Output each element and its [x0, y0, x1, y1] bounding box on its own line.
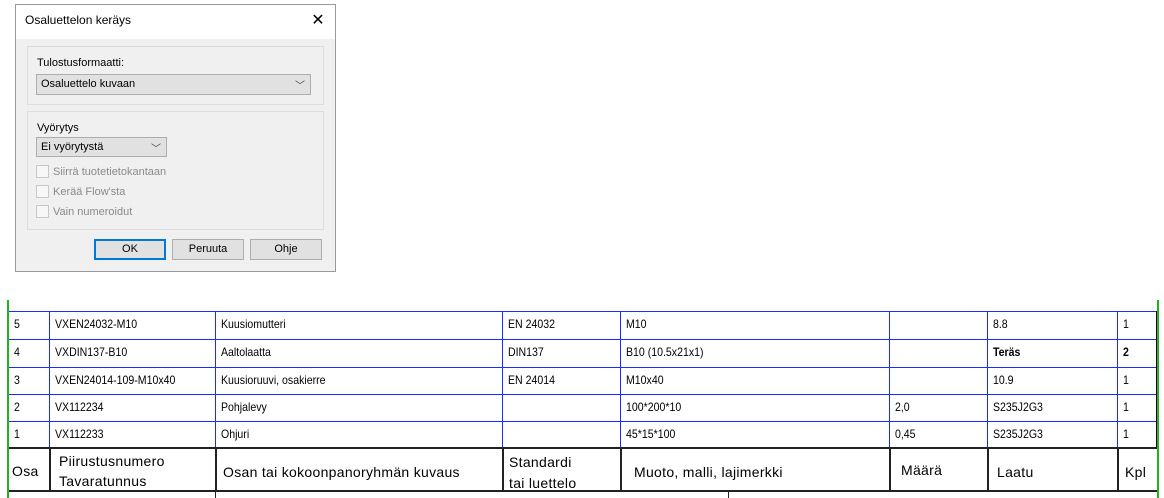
output-format-select[interactable]: Osaluettelo kuvaan ﹀	[36, 74, 311, 95]
cell-kuvaus: Kuusiomutteri	[221, 317, 286, 331]
header-tunnus-1: Piirustusnumero	[59, 453, 165, 469]
header-line	[502, 447, 504, 492]
cell-laatu: 8.8	[993, 317, 1008, 331]
cell-tunnus: VXEN24014-109-M10x40	[55, 373, 176, 387]
cell-tunnus: VX112234	[55, 400, 104, 414]
header-line	[1117, 447, 1119, 492]
frame-line-left	[7, 300, 9, 498]
cell-muoto: B10 (10.5x21x1)	[626, 345, 704, 359]
grid-line	[1156, 311, 1157, 447]
checkbox-only-numbered[interactable]: Vain numeroidut	[36, 205, 132, 218]
grid-line	[1117, 311, 1118, 447]
cell-osa: 3	[14, 373, 20, 387]
header-line	[49, 447, 51, 492]
cell-muoto: 100*200*10	[626, 400, 682, 414]
frame-line-right	[1157, 300, 1159, 498]
dialog-titlebar: Osaluettelon keräys ✕	[16, 5, 335, 39]
cell-tunnus: VXEN24032-M10	[55, 317, 138, 331]
header-standardi-2: tai luettelo	[509, 475, 577, 491]
grid-line	[215, 311, 216, 447]
cell-osa: 1	[14, 427, 20, 441]
cell-laatu: S235J2G3	[993, 400, 1043, 414]
grid-line	[889, 311, 890, 447]
checkbox-label: Kerää Flow'sta	[53, 185, 126, 198]
checkbox-box[interactable]	[36, 165, 49, 178]
chevron-down-icon: ﹀	[151, 144, 161, 155]
rollup-group	[27, 111, 324, 230]
checkbox-box[interactable]	[36, 205, 49, 218]
header-tunnus-2: Tavaratunnus	[59, 473, 147, 489]
cell-standardi: DIN137	[508, 345, 544, 359]
header-line	[889, 447, 891, 492]
cancel-button[interactable]: Peruuta	[172, 239, 244, 260]
checkbox-collect-flow[interactable]: Kerää Flow'sta	[36, 185, 125, 198]
grid-line	[9, 311, 1156, 312]
cell-muoto: 45*15*100	[626, 427, 676, 441]
checkbox-transfer-db[interactable]: Siirrä tuotetietokantaan	[36, 165, 166, 178]
cell-kpl: 1	[1123, 373, 1129, 387]
rollup-select[interactable]: Ei vyörytystä ﹀	[36, 137, 167, 157]
grid-line	[987, 311, 988, 447]
close-icon[interactable]: ✕	[311, 12, 325, 29]
grid-line	[215, 492, 216, 498]
cell-kuvaus: Pohjalevy	[221, 400, 267, 414]
cell-kpl: 1	[1123, 400, 1129, 414]
help-button[interactable]: Ohje	[250, 239, 322, 260]
cell-standardi: EN 24032	[508, 317, 555, 331]
cell-laatu: 10.9	[993, 373, 1014, 387]
cell-maara: 0,45	[895, 427, 916, 441]
rollup-value: Ei vyörytystä	[41, 141, 104, 153]
cell-tunnus: VX112233	[55, 427, 104, 441]
header-line	[9, 447, 1157, 449]
output-format-value: Osaluettelo kuvaan	[41, 78, 136, 90]
grid-line	[9, 394, 1156, 395]
grid-line	[9, 421, 1156, 422]
header-line	[215, 447, 217, 492]
cell-laatu: S235J2G3	[993, 427, 1043, 441]
cell-maara: 2,0	[895, 400, 910, 414]
cell-kpl: 1	[1123, 317, 1129, 331]
cell-kuvaus: Ohjuri	[221, 427, 250, 441]
header-maara: Määrä	[901, 462, 943, 478]
parts-list-dialog: Osaluettelon keräys ✕ Tulostusformaatti:…	[15, 4, 336, 272]
cell-osa: 2	[14, 400, 20, 414]
header-line	[620, 447, 622, 492]
cell-standardi: EN 24014	[508, 373, 555, 387]
checkbox-label: Vain numeroidut	[53, 205, 133, 218]
cell-muoto: M10	[626, 317, 647, 331]
cell-osa: 4	[14, 345, 20, 359]
grid-line	[9, 339, 1156, 340]
dialog-title: Osaluettelon keräys	[25, 13, 132, 27]
header-line	[9, 490, 1157, 492]
header-kpl: Kpl	[1125, 464, 1147, 480]
cell-osa: 5	[14, 317, 20, 331]
cell-muoto: M10x40	[626, 373, 664, 387]
header-muoto: Muoto, malli, lajimerkki	[634, 464, 783, 480]
cell-tunnus: VXDIN137-B10	[55, 345, 128, 359]
grid-line	[728, 492, 729, 498]
grid-line	[9, 367, 1156, 368]
ok-button[interactable]: OK	[94, 239, 166, 260]
header-standardi-1: Standardi	[509, 454, 572, 470]
rollup-label: Vyörytys	[37, 122, 79, 134]
header-laatu: Laatu	[997, 464, 1034, 480]
checkbox-box[interactable]	[36, 185, 49, 198]
header-kuvaus: Osan tai kokoonpanoryhmän kuvaus	[223, 464, 460, 480]
grid-line	[49, 311, 50, 447]
output-format-label: Tulostusformaatti:	[37, 57, 125, 69]
cell-kpl: 2	[1123, 345, 1129, 359]
chevron-down-icon: ﹀	[295, 81, 305, 92]
cell-kpl: 1	[1123, 427, 1129, 441]
checkbox-label: Siirrä tuotetietokantaan	[53, 165, 167, 178]
cell-kuvaus: Aaltolaatta	[221, 345, 271, 359]
header-line	[987, 447, 989, 492]
grid-line	[620, 311, 621, 447]
output-format-group	[27, 46, 324, 105]
grid-line	[502, 311, 503, 447]
header-osa: Osa	[12, 463, 39, 479]
cell-laatu: Teräs	[993, 345, 1021, 359]
cell-kuvaus: Kuusioruuvi, osakierre	[221, 373, 326, 387]
